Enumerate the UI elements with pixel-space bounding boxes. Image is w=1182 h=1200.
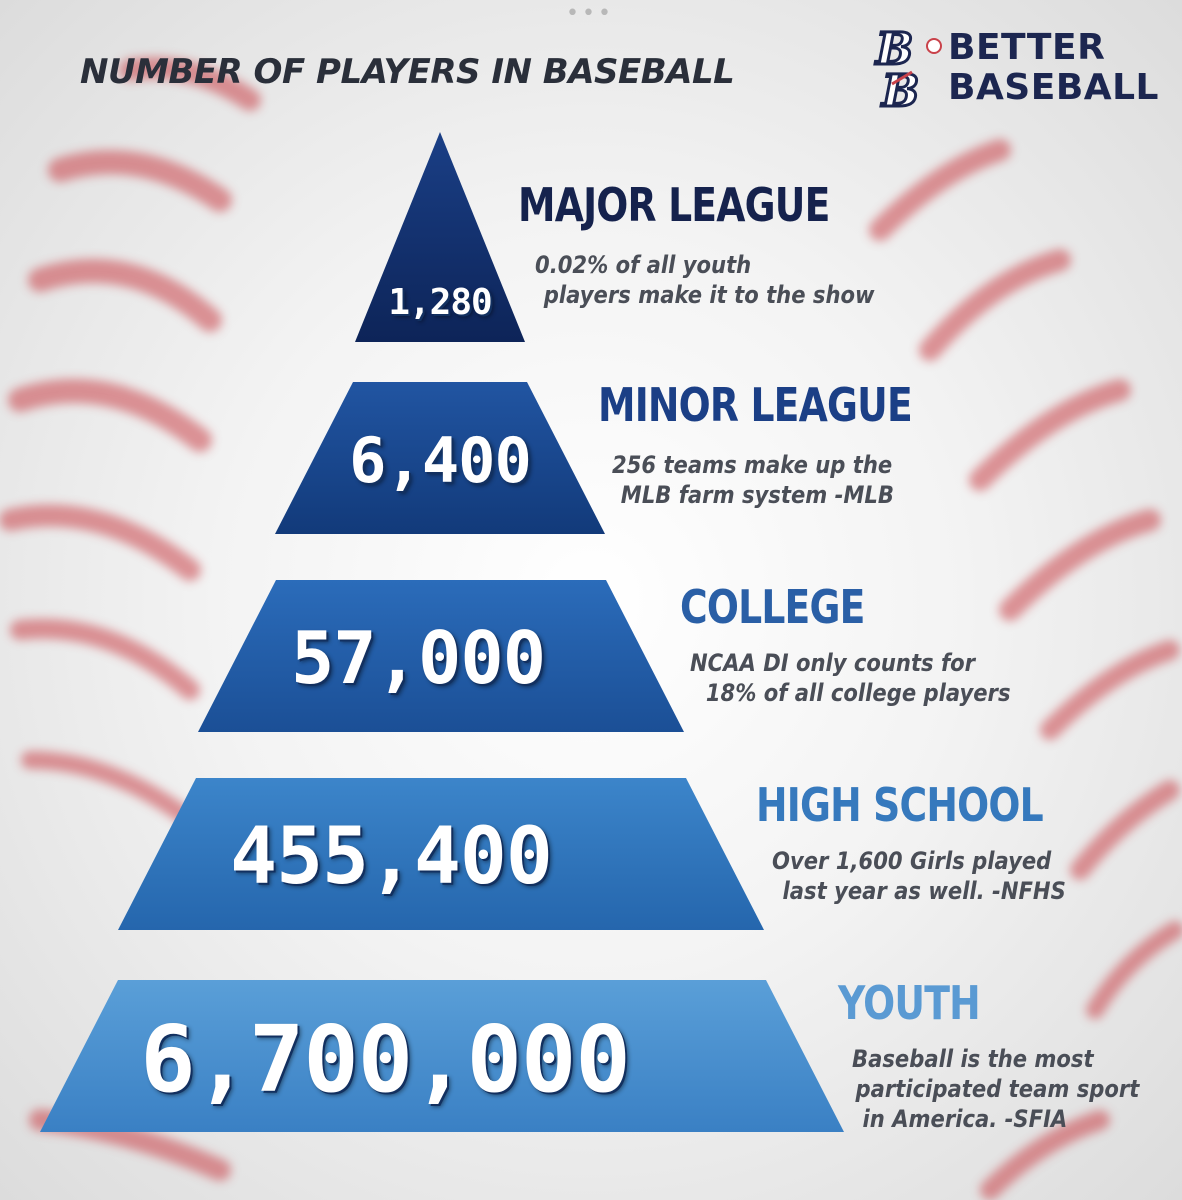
logo-line-1: BETTER	[948, 27, 1106, 68]
tier-description: 0.02% of all youth players make it to th…	[535, 251, 875, 309]
tier-count: 6,700,000	[140, 1006, 631, 1113]
tier-youth: 6,700,000	[40, 980, 844, 1132]
menu-dots-icon[interactable]: •••	[566, 1, 614, 26]
pyramid-tier-5-shape	[40, 980, 844, 1132]
logo-line-2: BASEBALL	[948, 67, 1159, 108]
page-title: NUMBER OF PLAYERS IN BASEBALL	[80, 52, 735, 92]
tier-major-league: 1,280	[355, 132, 525, 342]
tier-description: Baseball is the most participated team s…	[852, 1045, 1140, 1133]
tier-count: 57,000	[290, 616, 546, 700]
tier-college: 57,000	[198, 580, 684, 732]
tier-description: 256 teams make up the MLB farm system -M…	[612, 451, 894, 509]
tier-description: Over 1,600 Girls played last year as wel…	[772, 847, 1066, 905]
svg-text:B: B	[874, 24, 913, 75]
logo-wordmark: BETTER BASEBALL	[948, 28, 1159, 108]
tier-high-school: 455,400	[118, 778, 764, 930]
tier-count: 1,280	[388, 282, 492, 323]
svg-text:B: B	[880, 66, 919, 112]
tier-heading: COLLEGE	[680, 580, 865, 634]
pyramid-tier-4-shape	[118, 778, 764, 930]
tier-description: NCAA DI only counts for 18% of all colle…	[690, 649, 1011, 707]
tier-heading: MAJOR LEAGUE	[518, 178, 830, 232]
tier-minor-league: 6,400	[275, 382, 605, 534]
pyramid-tier-3-shape	[198, 580, 684, 732]
tier-count: 455,400	[230, 812, 553, 902]
bb-monogram-icon: B B	[873, 24, 942, 112]
better-baseball-logo: B B BETTER BASEBALL	[872, 24, 1172, 112]
tier-count: 6,400	[349, 424, 532, 497]
pyramid-tier-1-shape	[355, 132, 525, 342]
tier-heading: YOUTH	[838, 976, 981, 1030]
tier-heading: MINOR LEAGUE	[598, 378, 913, 432]
tier-heading: HIGH SCHOOL	[756, 778, 1044, 832]
pyramid-tier-2-shape	[275, 382, 605, 534]
